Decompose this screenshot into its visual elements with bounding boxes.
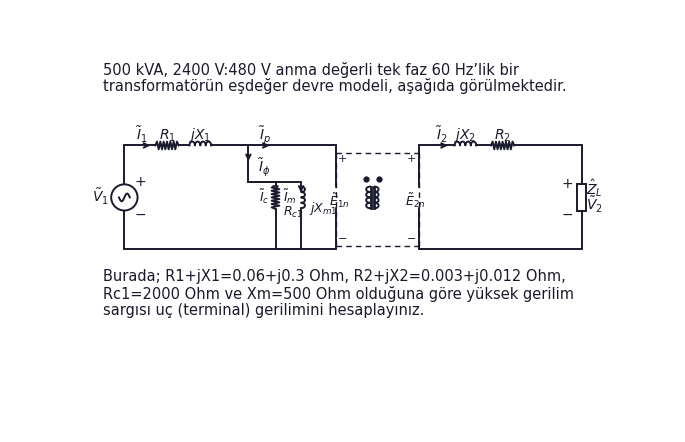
- Text: $\tilde{I}_p$: $\tilde{I}_p$: [260, 125, 271, 146]
- Text: $\tilde{I}_1$: $\tilde{I}_1$: [136, 126, 148, 145]
- Text: −: −: [562, 207, 573, 221]
- Text: $\tilde{I}_\phi$: $\tilde{I}_\phi$: [258, 156, 271, 178]
- Text: Burada; R1+jX1=0.06+j0.3 Ohm, R2+jX2=0.003+j0.012 Ohm,: Burada; R1+jX1=0.06+j0.3 Ohm, R2+jX2=0.0…: [103, 269, 565, 284]
- Text: $jX_2$: $jX_2$: [454, 126, 477, 145]
- Text: +: +: [338, 154, 347, 164]
- Text: $\tilde{I}_c$: $\tilde{I}_c$: [259, 187, 269, 206]
- Text: transformatörün eşdeğer devre modeli, aşağıda görülmektedir.: transformatörün eşdeğer devre modeli, aş…: [103, 78, 566, 95]
- Text: sargısı uç (terminal) gerilimini hesaplayınız.: sargısı uç (terminal) gerilimini hesapla…: [103, 302, 424, 317]
- Text: $\tilde{I}_m$: $\tilde{I}_m$: [283, 187, 297, 206]
- Text: $\tilde{E}_{1n}$: $\tilde{E}_{1n}$: [329, 191, 350, 210]
- Text: $R_1$: $R_1$: [158, 127, 175, 144]
- Text: −: −: [407, 234, 416, 244]
- Text: −: −: [338, 234, 347, 244]
- Text: Rc1=2000 Ohm ve Xm=500 Ohm olduğuna göre yüksek gerilim: Rc1=2000 Ohm ve Xm=500 Ohm olduğuna göre…: [103, 286, 573, 301]
- Text: $jX_1$: $jX_1$: [189, 126, 212, 145]
- Text: $R_{c1}$: $R_{c1}$: [284, 205, 303, 221]
- Text: $R_2$: $R_2$: [494, 127, 511, 144]
- Text: +: +: [407, 154, 416, 164]
- Text: $\tilde{I}_2$: $\tilde{I}_2$: [436, 126, 448, 145]
- Text: $\tilde{E}_{2n}$: $\tilde{E}_{2n}$: [405, 191, 425, 210]
- Bar: [577, 183, 586, 211]
- Text: $\hat{Z}_L$: $\hat{Z}_L$: [586, 177, 602, 199]
- Text: $\tilde{V}_1$: $\tilde{V}_1$: [92, 187, 109, 207]
- Text: $\tilde{V}_2$: $\tilde{V}_2$: [586, 195, 602, 215]
- Text: 500 kVA, 2400 V:480 V anma değerli tek faz 60 Hz’lik bir: 500 kVA, 2400 V:480 V anma değerli tek f…: [103, 62, 519, 78]
- Text: +: +: [134, 175, 146, 189]
- Text: −: −: [134, 207, 146, 221]
- Text: $jX_{m1}$: $jX_{m1}$: [309, 200, 338, 217]
- Text: +: +: [562, 176, 573, 191]
